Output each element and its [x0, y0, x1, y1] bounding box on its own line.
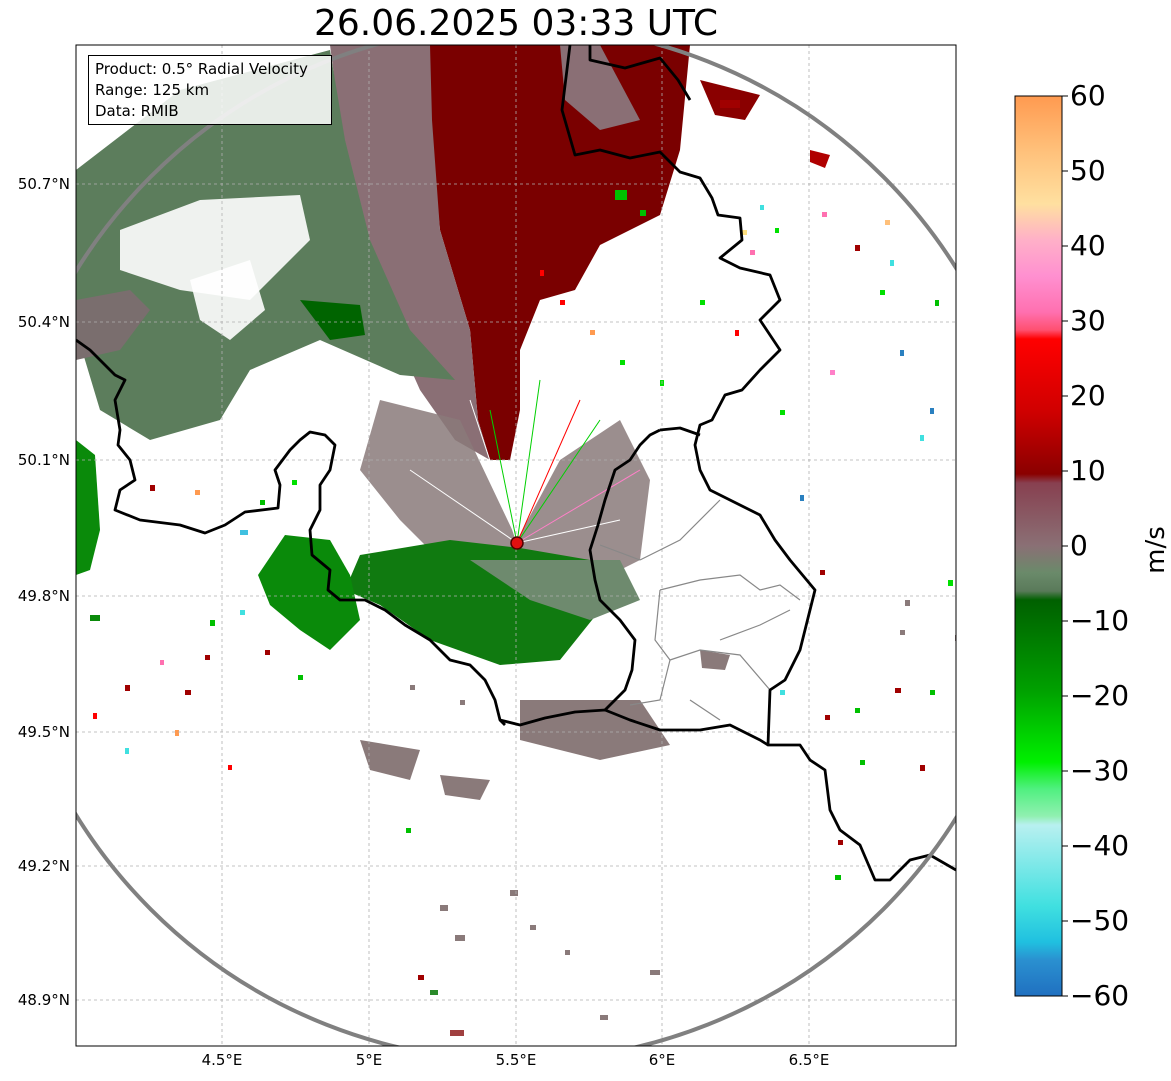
lat-label: 50.7°N [17, 175, 70, 193]
plot-frame [75, 44, 957, 1047]
country-borders [76, 45, 956, 882]
graticule [76, 45, 956, 1046]
velocity-field [76, 45, 956, 1036]
colorbar-tick-label: 30 [1070, 304, 1106, 337]
colorbar-tick-label: 50 [1070, 154, 1106, 187]
colorbar-tick-label: 60 [1070, 79, 1106, 112]
colorbar-tick-label: −20 [1070, 679, 1130, 712]
lon-label: 6.5°E [788, 1051, 830, 1069]
clutter-rays [409, 379, 641, 544]
range-line: Range: 125 km [95, 81, 210, 99]
colorbar-tick-label: −40 [1070, 829, 1130, 862]
lat-label: 50.4°N [17, 313, 70, 331]
echo-speckles [90, 100, 956, 1036]
colorbar-tick-label: 0 [1070, 529, 1088, 562]
lat-label: 49.8°N [17, 587, 70, 605]
data-source-line: Data: RMIB [95, 102, 179, 120]
lon-label: 6°E [648, 1051, 676, 1069]
lat-label: 50.1°N [17, 451, 70, 469]
colorbar-tick-label: 10 [1070, 454, 1106, 487]
colorbar-tick-label: −60 [1070, 979, 1130, 1012]
colorbar-unit-label: m/s [1141, 526, 1171, 574]
colorbar [1014, 95, 1063, 997]
map-title: 26.06.2025 03:33 UTC [313, 3, 719, 44]
colorbar-tick-label: −50 [1070, 904, 1130, 937]
colorbar-tick-label: 40 [1070, 229, 1106, 262]
lat-label: 48.9°N [17, 991, 70, 1009]
lat-label: 49.5°N [17, 723, 70, 741]
lat-label: 49.2°N [17, 857, 70, 875]
colorbar-tick-label: 20 [1070, 379, 1106, 412]
product-info-box: Product: 0.5° Radial Velocity Range: 125… [88, 55, 332, 125]
lon-label: 4.5°E [201, 1051, 243, 1069]
radar-site-marker [510, 536, 524, 550]
lon-label: 5°E [355, 1051, 383, 1069]
district-borders [599, 499, 801, 721]
colorbar-tick-label: −10 [1070, 604, 1130, 637]
colorbar-ticks [1062, 95, 1068, 997]
colorbar-tick-label: −30 [1070, 754, 1130, 787]
lon-label: 5.5°E [495, 1051, 537, 1069]
product-line: Product: 0.5° Radial Velocity [95, 60, 308, 78]
